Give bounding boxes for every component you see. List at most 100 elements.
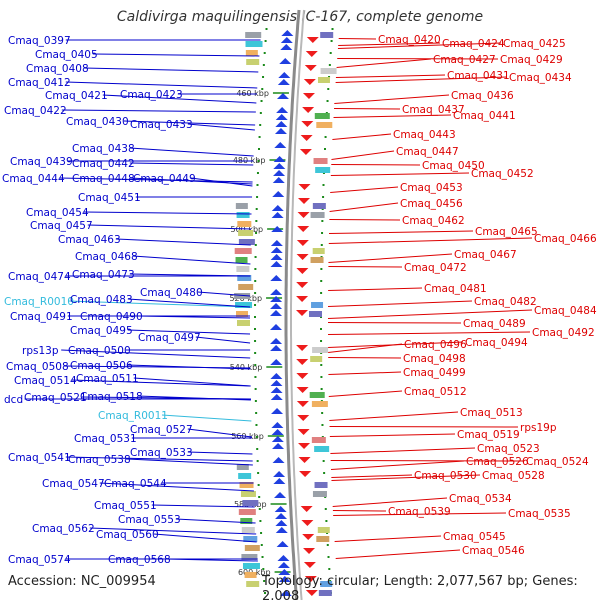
left-leader-line — [65, 456, 253, 462]
right-gene-label: Cmaq_0450 — [422, 160, 485, 172]
forward-gene-arrow — [276, 93, 289, 99]
dotted-tick — [254, 292, 257, 294]
right-leader-line — [329, 411, 459, 421]
right-gene-label: Cmaq_0513 — [460, 407, 523, 419]
right-feature-block — [311, 302, 324, 308]
left-feature-block — [240, 491, 256, 497]
forward-gene-arrow — [275, 114, 288, 120]
dotted-tick — [262, 568, 265, 570]
dotted-tick — [257, 472, 260, 474]
left-gene-label: Cmaq_0527 — [130, 424, 193, 436]
dotted-tick — [264, 40, 267, 42]
right-gene-label: Cmaq_0492 — [532, 327, 595, 339]
left-feature-block — [237, 221, 252, 227]
reverse-gene-arrow — [296, 387, 309, 393]
forward-gene-arrow — [276, 541, 289, 547]
left-leader-line — [129, 273, 251, 277]
reverse-gene-arrow — [305, 590, 318, 596]
right-leader-line — [331, 164, 421, 166]
left-gene-label: Cmaq_0518 — [80, 391, 143, 403]
right-gene-label: Cmaq_0429 — [500, 54, 563, 66]
right-feature-block — [317, 527, 330, 533]
left-gene-label: Cmaq_0538 — [68, 454, 131, 466]
right-gene-label: Cmaq_0535 — [508, 508, 571, 520]
left-gene-label: Cmaq_0421 — [45, 90, 108, 102]
genome-title: Caldivirga maquilingensis IC-167, comple… — [116, 9, 484, 25]
right-leader-line — [328, 331, 531, 335]
left-leader-line — [87, 224, 252, 230]
left-gene-label: Cmaq_0544 — [104, 478, 167, 490]
dotted-tick — [330, 40, 333, 42]
left-leader-line — [123, 120, 256, 126]
left-leader-line — [67, 300, 251, 308]
forward-gene-arrow — [275, 121, 288, 127]
left-gene-label: Cmaq_0449 — [133, 173, 196, 185]
forward-gene-arrow — [272, 443, 285, 449]
right-leader-line — [328, 300, 473, 307]
right-leader-line — [333, 512, 507, 516]
left-gene-label: Cmaq_0511 — [76, 373, 139, 385]
right-gene-label: Cmaq_0484 — [534, 305, 597, 317]
forward-gene-arrow — [273, 492, 286, 498]
right-feature-block — [317, 77, 330, 83]
topology-text: Topology: circular; Length: 2,077,567 bp… — [262, 574, 578, 600]
dotted-tick — [255, 424, 258, 426]
forward-gene-arrow — [280, 44, 293, 50]
left-gene-label: dcd — [4, 394, 23, 406]
forward-gene-arrow — [270, 359, 283, 365]
dotted-tick — [325, 520, 328, 522]
reverse-gene-arrow — [298, 457, 311, 463]
forward-gene-arrow — [270, 387, 283, 393]
left-leader-line — [83, 67, 259, 73]
forward-gene-arrow — [274, 506, 287, 512]
forward-gene-arrow — [273, 163, 286, 169]
right-gene-label: Cmaq_0456 — [400, 198, 463, 210]
forward-gene-arrow — [270, 303, 283, 309]
right-leader-line — [335, 76, 508, 83]
right-feature-block — [320, 32, 334, 38]
right-gene-label: Cmaq_0437 — [402, 104, 465, 116]
right-gene-label: Cmaq_0443 — [393, 129, 456, 141]
dotted-tick — [261, 88, 264, 90]
right-leader-line — [331, 474, 413, 478]
forward-gene-arrow — [273, 471, 286, 477]
right-gene-label: Cmaq_0425 — [503, 38, 566, 50]
right-gene-label: Cmaq_0466 — [534, 233, 597, 245]
forward-gene-arrow — [272, 457, 285, 463]
left-gene-label: Cmaq_0454 — [26, 207, 89, 219]
dotted-tick — [259, 124, 262, 126]
dotted-tick — [320, 268, 323, 270]
left-feature-block — [236, 212, 250, 218]
right-gene-label: Cmaq_0496 — [404, 339, 467, 351]
left-gene-label: Cmaq_0412 — [8, 77, 71, 89]
right-gene-label: Cmaq_0534 — [449, 493, 512, 505]
reverse-gene-arrow — [302, 93, 315, 99]
forward-gene-arrow — [273, 170, 286, 176]
reverse-gene-arrow — [299, 471, 312, 477]
left-feature-block — [237, 320, 250, 326]
right-leader-line — [328, 371, 402, 375]
right-leader-line — [337, 58, 499, 60]
reverse-gene-arrow — [303, 548, 316, 554]
dotted-tick — [263, 592, 266, 594]
dotted-tick — [254, 268, 257, 270]
right-leader-line — [328, 343, 403, 353]
reverse-gene-arrow — [297, 415, 310, 421]
dotted-tick — [256, 196, 259, 198]
right-leader-line — [338, 38, 377, 40]
dotted-tick — [321, 220, 324, 222]
left-leader-line — [127, 364, 251, 370]
right-feature-block — [311, 401, 328, 407]
left-gene-label: Cmaq_0438 — [72, 143, 135, 155]
left-gene-label: Cmaq_0483 — [70, 294, 133, 306]
dotted-tick — [327, 88, 330, 90]
left-gene-label: Cmaq_0448 — [72, 173, 135, 185]
reverse-gene-arrow — [297, 212, 310, 218]
right-gene-label: Cmaq_0452 — [471, 168, 534, 180]
forward-gene-arrow — [278, 72, 291, 78]
right-leader-line — [332, 510, 387, 512]
forward-gene-arrow — [277, 562, 290, 568]
dotted-tick — [259, 112, 262, 114]
dotted-tick — [254, 340, 257, 342]
right-leader-line — [335, 74, 446, 78]
